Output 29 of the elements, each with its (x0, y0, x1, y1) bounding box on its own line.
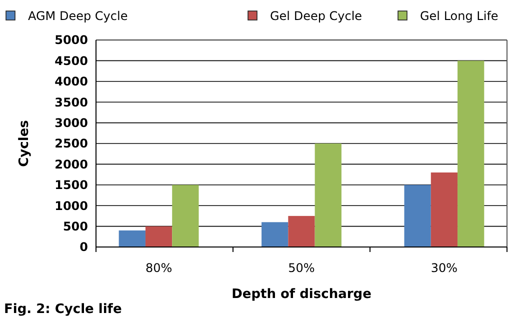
y-tick-label: 1500 (54, 178, 88, 192)
x-tick-label: 80% (145, 261, 172, 275)
caption: Fig. 2: Cycle life (4, 302, 122, 317)
y-tick-label: 4000 (54, 74, 88, 89)
bar (430, 172, 458, 247)
bar (288, 216, 315, 247)
y-tick-label: 0 (80, 240, 88, 254)
x-axis-title: Depth of discharge (232, 287, 372, 302)
y-tick-label: 3000 (54, 116, 88, 130)
bar (458, 60, 484, 247)
y-tick-label: 4500 (54, 54, 88, 68)
y-tick-label: 3500 (54, 95, 88, 110)
y-tick-label: 1000 (54, 198, 88, 213)
bar (404, 184, 431, 247)
y-tick-label: 5000 (54, 33, 88, 48)
y-tick-label: 2000 (54, 157, 88, 172)
x-tick-label: 30% (430, 261, 458, 275)
y-axis-title: Cycles (17, 120, 32, 167)
bar (145, 226, 172, 247)
y-tick-label: 2500 (54, 136, 88, 151)
y-tick-label: 500 (62, 220, 88, 234)
legend-label: Gel Long Life (420, 9, 498, 24)
x-tick-label: 50% (288, 261, 315, 275)
bar (172, 184, 199, 247)
legend-label: Gel Deep Cycle (270, 9, 362, 24)
legend-label: AGM Deep Cycle (28, 9, 128, 24)
bar (314, 144, 342, 247)
bar (262, 222, 288, 247)
bar (118, 230, 146, 247)
